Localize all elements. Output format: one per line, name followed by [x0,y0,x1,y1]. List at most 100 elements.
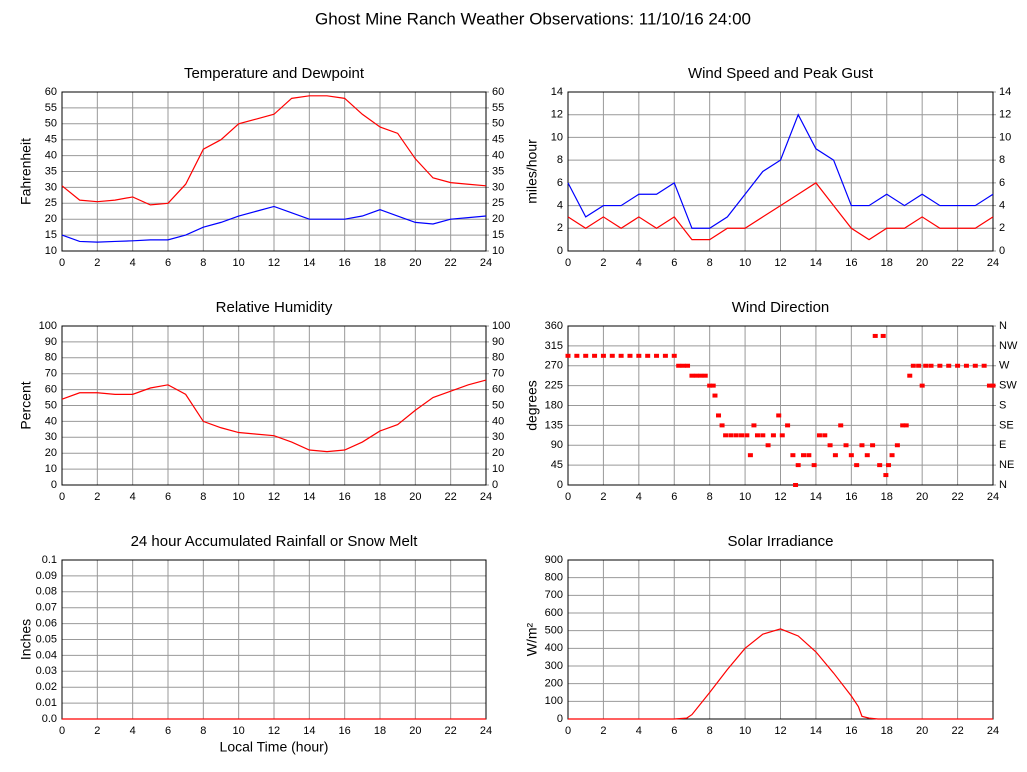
data-point [880,333,886,338]
data-point [795,463,801,468]
y2-tick-label: 45 [492,134,504,146]
x-tick-label: 4 [636,257,642,269]
data-point [848,453,854,458]
x-tick-label: 10 [233,725,245,737]
x-tick-label: 24 [987,491,999,503]
x-tick-label: 14 [303,725,315,737]
y2-tick-label: 90 [492,336,504,348]
y-tick-label: 0 [557,713,563,725]
y-tick-label: 80 [45,352,57,364]
x-tick-label: 18 [881,491,893,503]
x-tick-label: 0 [565,491,571,503]
plot-frame [567,559,994,720]
data-point [747,453,753,458]
y-tick-label: 12 [551,109,563,121]
data-point [739,433,745,438]
y2-tick-label: NW [999,340,1018,352]
y-tick-label: 400 [545,642,563,654]
x-tick-label: 20 [409,491,421,503]
data-point [870,443,876,448]
y2-tick-label: 100 [492,320,510,332]
y-tick-label: 40 [45,150,57,162]
y2-tick-label: 70 [492,368,504,380]
data-point [671,353,677,358]
y2-tick-label: 6 [999,177,1005,189]
data-point [592,353,598,358]
data-point [811,463,817,468]
data-point [676,363,682,368]
data-point [702,373,708,378]
y2-tick-label: 0 [492,479,498,491]
y-tick-label: 0.01 [36,697,57,709]
x-tick-label: 0 [59,491,65,503]
x-tick-label: 14 [810,491,822,503]
y-axis-label: Inches [18,619,34,660]
chart-title: 24 hour Accumulated Rainfall or Snow Mel… [131,533,419,550]
y2-tick-label: 15 [492,229,504,241]
x-tick-label: 8 [707,257,713,269]
data-point [822,433,828,438]
page-title: Ghost Mine Ranch Weather Observations: 1… [315,9,751,28]
data-point [801,453,807,458]
y2-tick-label: S [999,399,1006,411]
y2-tick-label: 10 [492,463,504,475]
y-tick-label: 60 [45,86,57,98]
x-tick-label: 0 [565,725,571,737]
data-point [919,383,925,388]
y-tick-label: 14 [551,86,563,98]
x-tick-label: 8 [200,491,206,503]
data-point [900,423,906,428]
data-point [877,463,883,468]
data-point [859,443,865,448]
x-tick-label: 12 [774,725,786,737]
y-tick-label: 0.0 [42,713,57,725]
data-point [963,363,969,368]
y-tick-label: 800 [545,572,563,584]
y2-tick-label: 8 [999,154,1005,166]
data-point [728,433,734,438]
data-line [61,95,487,206]
plot-frame [567,91,994,252]
x-tick-label: 12 [774,491,786,503]
plot-frame [567,325,994,486]
data-point [600,353,606,358]
y-tick-label: 6 [557,177,563,189]
x-tick-label: 16 [845,491,857,503]
x-tick-label: 6 [165,257,171,269]
y2-tick-label: NE [999,459,1014,471]
data-point [854,463,860,468]
data-point [889,453,895,458]
y2-tick-label: 25 [492,197,504,209]
data-point [565,353,571,358]
data-point [609,353,615,358]
x-tick-label: 8 [707,491,713,503]
data-point [754,433,760,438]
x-tick-label: 2 [600,491,606,503]
x-tick-label: 10 [739,725,751,737]
y2-tick-label: 80 [492,352,504,364]
x-tick-label: 10 [233,257,245,269]
x-tick-label: 8 [200,725,206,737]
data-point [937,363,943,368]
y-tick-label: 55 [45,102,57,114]
data-point [760,433,766,438]
y2-tick-label: 60 [492,86,504,98]
x-tick-label: 20 [916,725,928,737]
data-line [567,182,994,241]
chart-title: Relative Humidity [216,299,333,316]
x-tick-label: 0 [59,257,65,269]
y-axis-label: miles/hour [524,139,540,204]
data-point [864,453,870,458]
y-tick-label: 900 [545,554,563,566]
y-tick-label: 0.07 [36,602,57,614]
x-tick-label: 16 [845,257,857,269]
data-point [698,373,704,378]
data-point [990,383,996,388]
x-tick-label: 6 [671,257,677,269]
data-line [568,628,993,720]
y2-tick-label: E [999,439,1006,451]
data-point [843,443,849,448]
data-point [744,433,750,438]
data-point [654,353,660,358]
y2-tick-label: 30 [492,181,504,193]
